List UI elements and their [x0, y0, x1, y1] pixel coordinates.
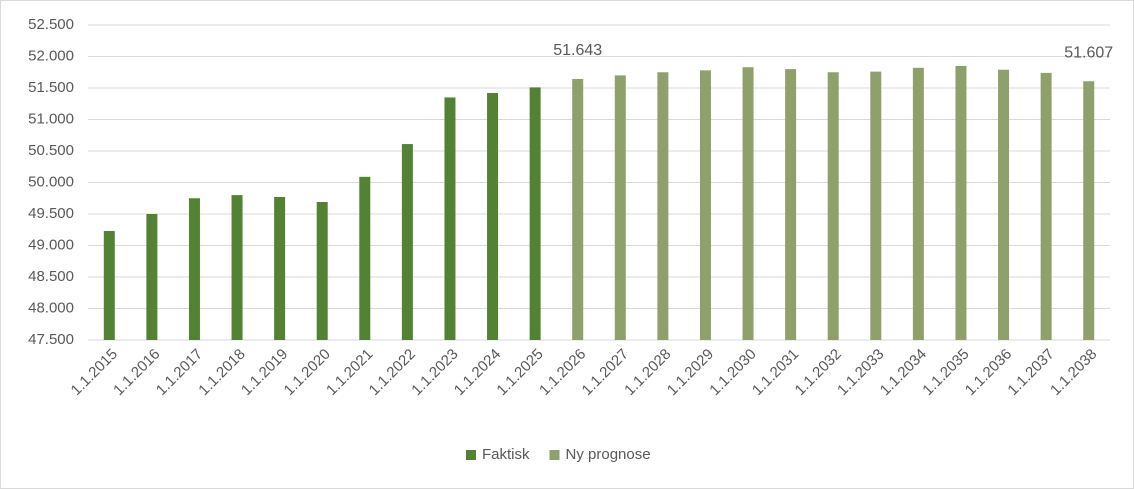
bar [231, 195, 243, 340]
bar [487, 93, 499, 340]
bar [1040, 72, 1052, 340]
bar [274, 196, 286, 340]
legend-label: Faktisk [482, 446, 530, 463]
y-tick-label: 50.000 [28, 173, 74, 190]
bar [444, 97, 456, 340]
legend-label: Ny prognose [566, 446, 651, 463]
bar [657, 72, 669, 340]
y-tick-label: 52.000 [28, 47, 74, 64]
y-tick-label: 50.500 [28, 142, 74, 159]
data-label: 51.607 [1064, 44, 1113, 61]
bar [742, 67, 754, 341]
bar [998, 69, 1010, 340]
bar [572, 78, 584, 340]
legend-swatch [466, 450, 476, 460]
y-tick-label: 49.500 [28, 205, 74, 222]
bar [827, 72, 839, 340]
bar [188, 198, 200, 340]
bar [699, 70, 711, 341]
bar [401, 144, 413, 340]
y-tick-label: 47.500 [28, 331, 74, 348]
y-tick-label: 51.500 [28, 79, 74, 96]
y-tick-label: 52.500 [28, 16, 74, 33]
legend-swatch [549, 450, 560, 460]
y-tick-label: 51.000 [28, 110, 74, 127]
data-label: 51.643 [553, 42, 602, 59]
bar [316, 202, 328, 340]
bar [1083, 81, 1095, 340]
bar [359, 176, 371, 340]
y-tick-label: 49.000 [28, 236, 74, 253]
bar [103, 231, 115, 340]
bar [912, 67, 924, 340]
bar [870, 71, 882, 341]
y-tick-label: 48.500 [28, 268, 74, 285]
bar [529, 87, 541, 341]
y-tick-label: 48.000 [28, 299, 74, 316]
bar [614, 75, 626, 341]
bar [785, 69, 797, 340]
bar [955, 65, 967, 340]
bar [146, 214, 158, 340]
